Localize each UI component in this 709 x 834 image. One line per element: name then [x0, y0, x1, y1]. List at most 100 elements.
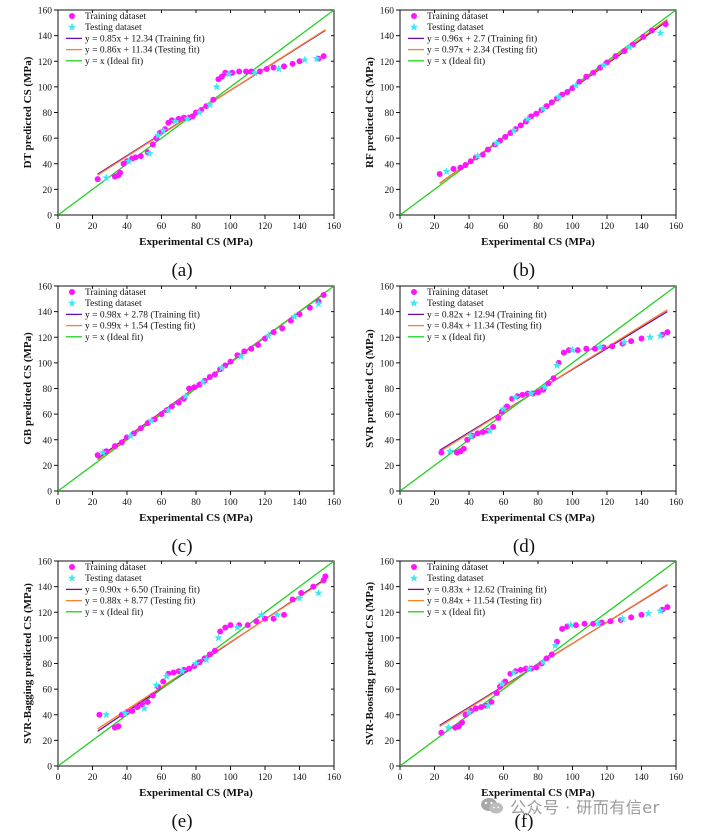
testing-point [153, 131, 163, 140]
training-point [262, 335, 268, 342]
testing-point [195, 108, 204, 117]
training-point [459, 719, 466, 726]
y-axis-title: GB predicted CS (MPa) [22, 332, 34, 445]
y-tick-label: 60 [385, 686, 395, 696]
testing-point [272, 610, 282, 619]
y-tick-label: 20 [43, 737, 53, 747]
x-tick-label: 140 [292, 773, 307, 783]
legend-label: Training dataset [85, 563, 146, 573]
legend-label: Testing dataset [85, 299, 142, 309]
panel-caption: (f) [515, 811, 534, 832]
legend-label: y = x (Ideal fit) [427, 56, 485, 67]
legend-label: Training dataset [427, 12, 488, 22]
chart-panel-1: 0 20 40 60 80 100 120 140 160 0 20 40 60 80 100 120 140 1… [22, 7, 341, 282]
testing-point [538, 104, 548, 113]
legend-label: y = 0.83x + 12.62 (Training fit) [427, 584, 547, 595]
training-point [115, 723, 122, 730]
training-point [280, 63, 287, 70]
x-tick-label: 120 [258, 498, 273, 508]
legend-label: y = 0.96x + 2.7 (Training fit) [427, 33, 537, 44]
training-point [134, 704, 141, 711]
x-tick-label: 120 [258, 773, 273, 783]
legend-training-marker [411, 289, 417, 295]
training-point [256, 68, 263, 75]
y-axis-title: SVR-Bagging predicted CS (MPa) [22, 583, 34, 744]
y-tick-label: 80 [43, 660, 53, 670]
training-point [149, 141, 156, 148]
training-point [160, 678, 167, 685]
training-point [255, 341, 262, 348]
x-tick-label: 160 [669, 498, 684, 508]
legend-label: y = 0.98x + 2.78 (Training fit) [85, 309, 200, 320]
training-point [438, 729, 445, 736]
training-point [206, 373, 213, 380]
x-tick-label: 0 [56, 222, 61, 232]
y-tick-label: 100 [380, 359, 395, 369]
testing-point [102, 173, 111, 182]
x-tick-label: 40 [464, 773, 474, 783]
training-point [436, 171, 443, 177]
x-axis-title: Experimental CS (MPa) [481, 512, 595, 524]
testing-point [224, 69, 233, 78]
training-point [137, 153, 144, 160]
training-point [196, 381, 203, 388]
training-point [320, 53, 327, 60]
x-tick-label: 80 [191, 773, 201, 783]
x-tick-label: 60 [157, 773, 167, 783]
training-point [158, 411, 165, 418]
training-point [96, 711, 103, 718]
training-point [569, 85, 576, 92]
y-tick-label: 40 [385, 160, 395, 170]
testing-point [290, 312, 299, 321]
training-point [484, 146, 491, 153]
testing-point [464, 707, 474, 716]
testing-point [145, 149, 154, 158]
training-point [460, 445, 467, 452]
x-tick-label: 40 [464, 498, 474, 508]
training-point [583, 73, 590, 80]
training-point [533, 664, 540, 671]
wechat-icon [481, 798, 503, 814]
x-tick-label: 0 [56, 773, 61, 783]
training-point [474, 430, 481, 437]
x-axis-title: Experimental CS (MPa) [481, 787, 595, 799]
testing-point [523, 114, 532, 123]
y-tick-label: 80 [43, 109, 53, 119]
legend-label: y = 0.88x + 8.77 (Testing fit) [85, 596, 195, 607]
y-tick-label: 20 [43, 186, 53, 196]
y-tick-label: 20 [385, 186, 395, 196]
training-point [519, 391, 526, 398]
legend-testing-marker [67, 22, 77, 31]
chart-panel-6: 0 20 40 60 80 100 120 140 160 0 20 40 60 80 100 120 140 1… [364, 558, 683, 833]
testing-point [566, 620, 575, 629]
y-tick-label: 40 [43, 436, 53, 446]
testing-point [274, 64, 283, 73]
testing-point [551, 641, 560, 650]
legend-label: y = 0.86x + 11.34 (Testing fit) [85, 45, 200, 56]
training-point [175, 399, 182, 406]
training-point [455, 723, 462, 730]
training-point [211, 371, 218, 378]
testing-point [509, 668, 519, 677]
y-tick-label: 20 [385, 462, 395, 472]
y-tick-label: 120 [380, 609, 395, 619]
x-tick-label: 20 [88, 222, 98, 232]
y-tick-label: 160 [380, 283, 395, 293]
x-tick-label: 120 [600, 498, 615, 508]
legend-label: Training dataset [85, 12, 146, 22]
training-point [248, 345, 255, 352]
training-point [270, 329, 277, 336]
testing-point [483, 701, 493, 710]
testing-point [314, 299, 323, 308]
x-tick-label: 160 [669, 222, 684, 232]
x-tick-label: 140 [634, 773, 649, 783]
y-tick-label: 60 [43, 411, 53, 421]
training-point [129, 707, 136, 714]
testing-point [121, 709, 130, 718]
x-tick-label: 0 [398, 773, 403, 783]
training-point [186, 665, 193, 672]
testing-point [538, 657, 548, 666]
x-axis-title: Experimental CS (MPa) [139, 787, 253, 799]
training-point [222, 624, 229, 631]
chart-panel-2: 0 20 40 60 80 100 120 140 160 0 20 40 60 80 100 120 140 1… [364, 7, 683, 282]
